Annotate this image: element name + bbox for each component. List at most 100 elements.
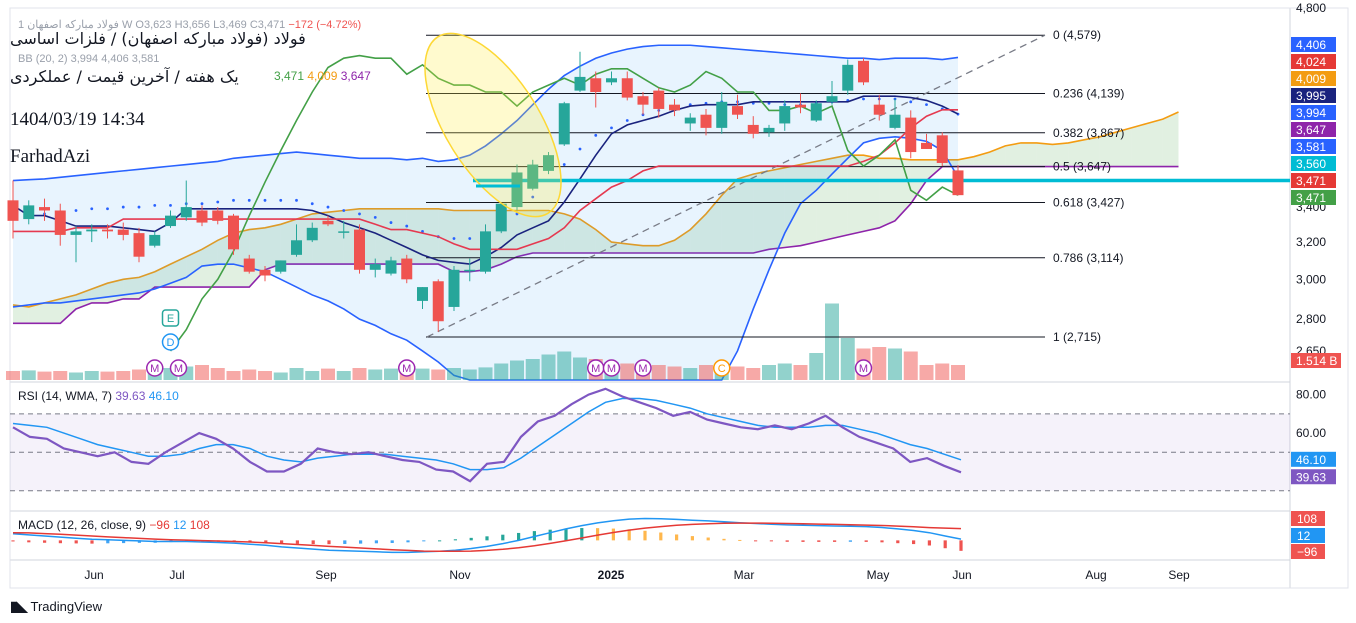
cloud-segment <box>769 167 785 250</box>
candle-body <box>23 205 35 220</box>
macd-histogram-bar <box>864 540 868 542</box>
event-marker-label: M <box>174 363 183 375</box>
macd-histogram-bar <box>690 536 694 541</box>
bb-basis-dot <box>562 163 566 166</box>
cloud-segment <box>312 212 328 265</box>
macd-histogram-bar <box>90 540 94 544</box>
cloud-segment <box>800 161 817 246</box>
signal-line <box>12 522 962 553</box>
event-marker-label: M <box>859 363 868 375</box>
bb-basis-dot <box>121 205 125 209</box>
volume-bar <box>84 371 99 380</box>
volume-bar <box>620 363 635 380</box>
macd-histogram-bar <box>469 537 473 541</box>
bb-basis-dot <box>925 103 928 107</box>
chart-subtitle: یک هفته / آخرین قیمت / عملکردی <box>10 67 239 86</box>
cloud-segment <box>186 249 202 288</box>
volume-bar <box>793 365 808 380</box>
fib-level-label: 1 (2,715) <box>1053 330 1101 344</box>
cloud-segment <box>658 240 675 254</box>
time-tick-label: Aug <box>1085 568 1106 582</box>
volume-bar <box>699 365 713 380</box>
price-tag-text: 3,995 <box>1296 89 1326 103</box>
macd-histogram-bar <box>485 536 489 541</box>
cloud-segment <box>847 155 864 235</box>
event-markers: EDM M M M M M C M <box>146 309 873 377</box>
time-tick-label: 2025 <box>598 568 625 582</box>
bb-basis-dot <box>169 203 172 207</box>
candle-body <box>291 240 302 255</box>
rsi-line <box>12 387 962 483</box>
volume-bar <box>258 371 272 380</box>
event-marker-label: M <box>607 363 616 375</box>
candle-body <box>54 210 66 235</box>
candle-body <box>165 215 176 227</box>
volume-bar <box>683 368 698 380</box>
senkou-span-a-line <box>12 111 1179 308</box>
volume-bar <box>447 368 461 380</box>
candle-body <box>574 76 586 91</box>
bb-basis-dot <box>247 198 251 202</box>
macd-hist-value: −96 <box>149 518 170 532</box>
cloud-segment <box>595 229 612 254</box>
macd-histogram-bar <box>406 540 410 543</box>
candle-body <box>432 281 444 322</box>
ichi-value-spanB: 3,647 <box>340 69 371 83</box>
volume-bar <box>195 365 209 380</box>
time-tick-label: May <box>867 568 890 582</box>
candle-body <box>86 229 98 232</box>
price-tag-text: 3,581 <box>1296 140 1326 154</box>
cloud-segment <box>1147 119 1163 167</box>
candle-body <box>322 220 334 225</box>
highlight-ellipse <box>424 32 562 218</box>
time-axis[interactable]: Jun Jul Sep Nov 2025 Mar May Jun Aug Sep <box>84 568 1190 582</box>
candle-body <box>637 96 649 105</box>
volume-bar <box>809 353 824 380</box>
price-tag-bg <box>1291 37 1336 52</box>
tradingview-logo[interactable]: ▮◣ TradingView <box>10 598 102 615</box>
macd-histogram-bar <box>801 540 805 542</box>
candle-body <box>448 269 460 307</box>
macd-histogram-bar <box>643 530 647 541</box>
candle-body <box>117 229 129 235</box>
volume-bar <box>777 363 792 380</box>
candle-body <box>338 231 350 233</box>
macd-histogram-bar <box>738 539 742 541</box>
bb-basis-dot <box>468 237 472 240</box>
ohlc-close: C3,471 <box>249 19 286 31</box>
bb-basis-dot <box>610 126 613 130</box>
macd-histogram-bar <box>11 540 15 542</box>
candle-body <box>369 264 381 270</box>
rsi-tick-label: 60.00 <box>1296 426 1326 440</box>
bb-basis-dot <box>452 237 456 240</box>
volume-bar <box>431 369 446 380</box>
macd-histogram-bar <box>659 532 663 541</box>
cloud-segment <box>28 302 45 324</box>
volume-bar <box>53 371 68 380</box>
macd-histogram-bar <box>959 540 963 551</box>
rsi-tick-label: 80.00 <box>1296 388 1326 402</box>
cloud-segment <box>753 170 769 254</box>
fib-level-label: 0.236 (4,139) <box>1053 87 1124 101</box>
drawings[interactable] <box>398 12 588 238</box>
rsi-tag-text: 39.63 <box>1296 470 1326 484</box>
cloud-segment <box>1036 142 1053 167</box>
candle-body <box>795 104 806 108</box>
volume-bar <box>321 368 335 380</box>
bb-basis-dot <box>389 221 393 224</box>
volume-bar <box>730 366 745 380</box>
timestamp: 1404/03/19 14:34 <box>10 109 145 130</box>
rsi-title: RSI (14, WMA, 7) <box>18 389 113 403</box>
cloud-segment <box>391 208 407 265</box>
volume-bar <box>210 368 225 380</box>
bb-basis-dot <box>326 205 330 209</box>
cloud-segment <box>548 210 565 254</box>
macd-histogram-bar <box>106 540 110 544</box>
macd-histogram-bar <box>453 539 457 541</box>
bb-value-basis: 3,994 <box>70 53 99 65</box>
candle-body <box>873 104 885 115</box>
bb-legend: BB (20, 2) 3,994 4,406 3,581 <box>18 53 159 65</box>
event-marker <box>161 309 180 327</box>
volume-bar <box>557 351 572 380</box>
